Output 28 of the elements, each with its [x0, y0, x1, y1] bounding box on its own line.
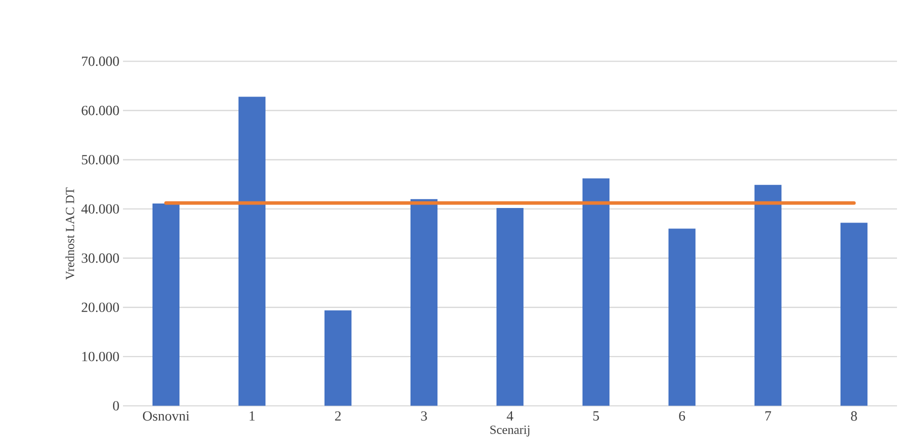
x-tick-label: 1	[250, 411, 255, 421]
y-tick-label: 70.000	[82, 56, 119, 66]
bar	[496, 208, 524, 406]
x-tick-label: 4	[506, 411, 514, 420]
x-tick-label: 2	[335, 411, 341, 421]
y-tick-label: 60.000	[82, 106, 119, 116]
x-tick-label: Osnovni	[142, 411, 190, 421]
y-tick-label: 20.000	[82, 302, 119, 312]
bar	[754, 184, 782, 406]
x-tick-label: 7	[765, 411, 772, 420]
bar	[238, 96, 266, 406]
x-tick-label: 8	[851, 411, 857, 421]
x-tick-label: 3	[421, 411, 427, 421]
y-axis-title: Vrednost LAC DT	[65, 187, 74, 280]
bar	[840, 222, 868, 406]
x-tick-label: 5	[593, 411, 599, 421]
y-tick-label: 10.000	[82, 352, 119, 362]
bar	[324, 310, 352, 406]
x-tick-label: 6	[679, 411, 686, 421]
bar	[582, 178, 610, 406]
y-tick-label: 50.000	[82, 154, 119, 164]
bar	[410, 199, 438, 406]
bar	[668, 228, 696, 406]
y-tick-label: 0	[113, 401, 119, 411]
y-tick-label: 30.000	[82, 253, 119, 263]
y-tick-label: 40.000	[81, 204, 119, 214]
x-axis-title: Scenarij	[490, 426, 530, 436]
bar	[152, 204, 180, 406]
